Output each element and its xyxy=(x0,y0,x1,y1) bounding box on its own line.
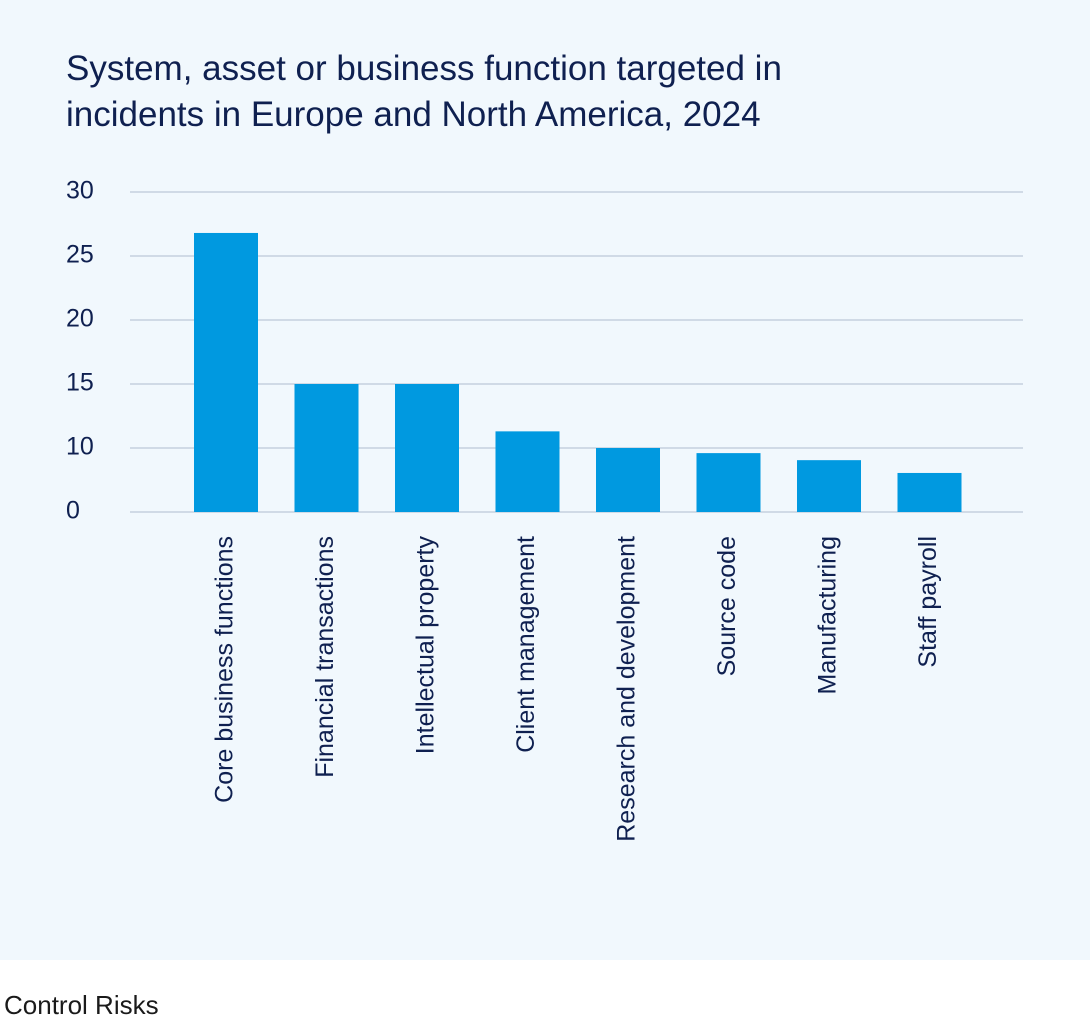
x-tick-label: Financial transactions xyxy=(311,536,339,778)
y-tick-label: 0 xyxy=(66,497,80,525)
x-tick-label: Manufacturing xyxy=(814,536,842,694)
x-axis-labels: Core business functions Financial transac… xyxy=(211,536,943,842)
chart-title: System, asset or business function targe… xyxy=(66,46,966,138)
bar xyxy=(194,232,258,512)
chart-title-line-2: incidents in Europe and North America, 2… xyxy=(66,95,761,134)
source-label: Control Risks xyxy=(4,990,159,1020)
x-tick-label: Research and development xyxy=(613,536,641,842)
bar xyxy=(495,431,560,512)
bar-chart: 0 10 15 20 25 30 Core business functions Financ… xyxy=(66,177,1023,842)
y-tick-label: 30 xyxy=(66,177,94,205)
chart-title-line-1: System, asset or business function targe… xyxy=(66,49,782,88)
bars xyxy=(194,232,962,512)
bar xyxy=(897,472,962,512)
gridlines xyxy=(130,191,1023,513)
x-tick-label: Client management xyxy=(512,536,540,753)
y-tick-label: 25 xyxy=(66,241,94,269)
y-tick-label: 15 xyxy=(66,369,94,397)
y-tick-label: 20 xyxy=(66,305,94,333)
chart-panel: System, asset or business function targe… xyxy=(0,0,1090,960)
bar xyxy=(797,460,861,512)
y-axis-ticks: 0 10 15 20 25 30 xyxy=(66,177,94,525)
x-tick-label: Intellectual property xyxy=(412,536,440,755)
x-tick-label: Core business functions xyxy=(211,536,239,803)
bar xyxy=(395,384,459,512)
bar xyxy=(294,384,359,512)
x-tick-label: Staff payroll xyxy=(914,536,942,668)
bar xyxy=(596,448,660,512)
x-tick-label: Source code xyxy=(713,536,741,676)
y-tick-label: 10 xyxy=(66,433,94,461)
bar xyxy=(696,453,761,512)
